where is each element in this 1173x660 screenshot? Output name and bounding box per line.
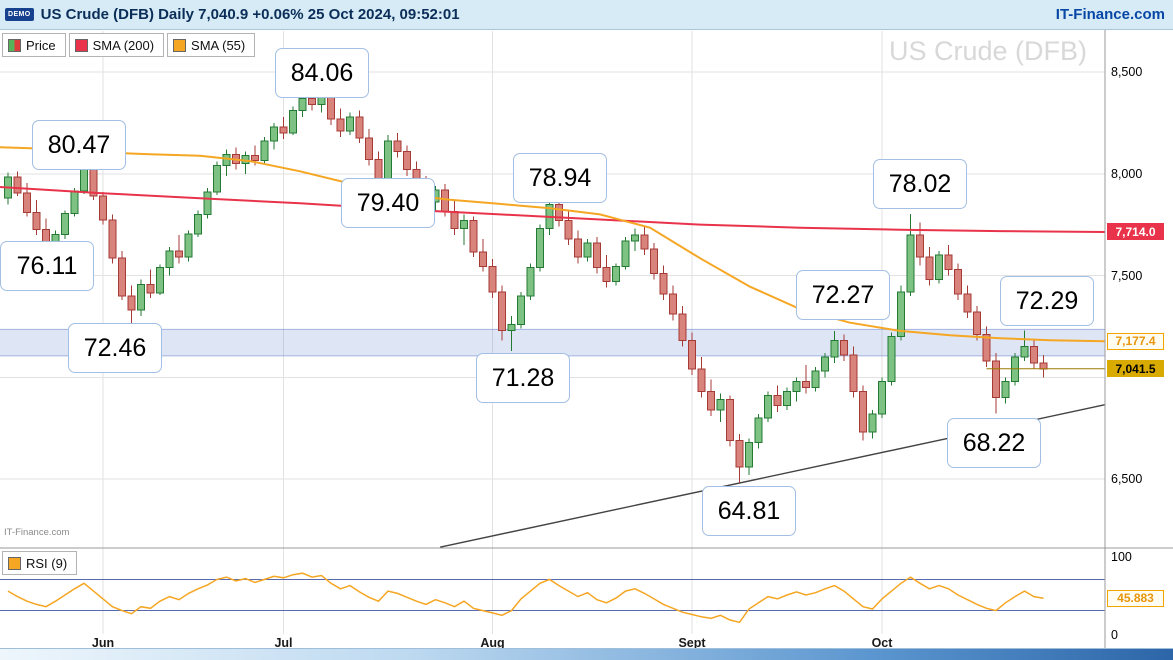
chart-footer-brand: IT-Finance.com bbox=[4, 527, 70, 538]
price-axis-label: 8,500 bbox=[1111, 65, 1143, 79]
instrument-watermark: US Crude (DFB) bbox=[888, 36, 1087, 66]
rsi-value-badge: 45.883 bbox=[1107, 589, 1164, 607]
price-callout-72.27[interactable]: 72.27 bbox=[796, 270, 890, 320]
price-swatch-icon bbox=[8, 38, 21, 52]
indicator-legend: Price SMA (200) SMA (55) bbox=[2, 33, 256, 57]
legend-sma55[interactable]: SMA (55) bbox=[167, 33, 256, 57]
price-callout-84.06[interactable]: 84.06 bbox=[275, 48, 369, 98]
price-axis-badge-last: 7,041.5 bbox=[1107, 360, 1164, 378]
price-callout-79.40[interactable]: 79.40 bbox=[341, 178, 435, 228]
price-callout-68.22[interactable]: 68.22 bbox=[947, 418, 1041, 468]
legend-price[interactable]: Price bbox=[2, 33, 66, 57]
price-callout-80.47[interactable]: 80.47 bbox=[32, 120, 126, 170]
price-callout-78.02[interactable]: 78.02 bbox=[873, 159, 967, 209]
price-axis-label: 6,500 bbox=[1111, 472, 1143, 486]
legend-sma55-label: SMA (55) bbox=[191, 37, 246, 53]
price-axis-label: 7,500 bbox=[1111, 268, 1143, 283]
price-axis-badge-sma55: 7,177.4 bbox=[1107, 332, 1164, 350]
price-callout-71.28[interactable]: 71.28 bbox=[476, 353, 570, 403]
legend-sma200-label: SMA (200) bbox=[92, 37, 155, 53]
title-bar: DEMO US Crude (DFB) Daily 7,040.9 +0.06%… bbox=[0, 0, 1173, 30]
legend-rsi-label: RSI (9) bbox=[26, 555, 68, 571]
timeline-scrollbar[interactable] bbox=[0, 648, 1173, 660]
legend-sma200[interactable]: SMA (200) bbox=[68, 33, 165, 57]
x-axis-month-jun: Jun bbox=[91, 636, 115, 650]
price-callout-72.46[interactable]: 72.46 bbox=[68, 323, 162, 373]
chart-title: US Crude (DFB) Daily 7,040.9 +0.06% 25 O… bbox=[40, 6, 460, 23]
price-callout-72.29[interactable]: 72.29 bbox=[1000, 276, 1094, 326]
legend-price-label: Price bbox=[26, 37, 56, 53]
x-axis-month-aug: Aug bbox=[480, 636, 505, 650]
sma55-swatch-icon bbox=[173, 38, 187, 52]
price-callout-76.11[interactable]: 76.11 bbox=[0, 241, 94, 291]
rsi-axis-label: 0 bbox=[1111, 628, 1118, 642]
x-axis-month-jul: Jul bbox=[274, 636, 293, 650]
x-axis-month-oct: Oct bbox=[871, 636, 893, 650]
price-axis-badge-sma200: 7,714.0 bbox=[1107, 223, 1164, 241]
itfinance-link[interactable]: IT-Finance.com bbox=[1055, 6, 1165, 23]
rsi-axis-label: 100 bbox=[1111, 550, 1132, 564]
legend-rsi[interactable]: RSI (9) bbox=[2, 551, 78, 575]
price-callout-64.81[interactable]: 64.81 bbox=[702, 486, 796, 536]
x-axis-month-sept: Sept bbox=[678, 636, 706, 650]
price-callout-78.94[interactable]: 78.94 bbox=[513, 153, 607, 203]
demo-badge: DEMO bbox=[5, 8, 34, 21]
rsi-swatch-icon bbox=[8, 556, 21, 570]
sma200-swatch-icon bbox=[74, 38, 88, 52]
price-axis-label: 8,000 bbox=[1111, 166, 1143, 181]
